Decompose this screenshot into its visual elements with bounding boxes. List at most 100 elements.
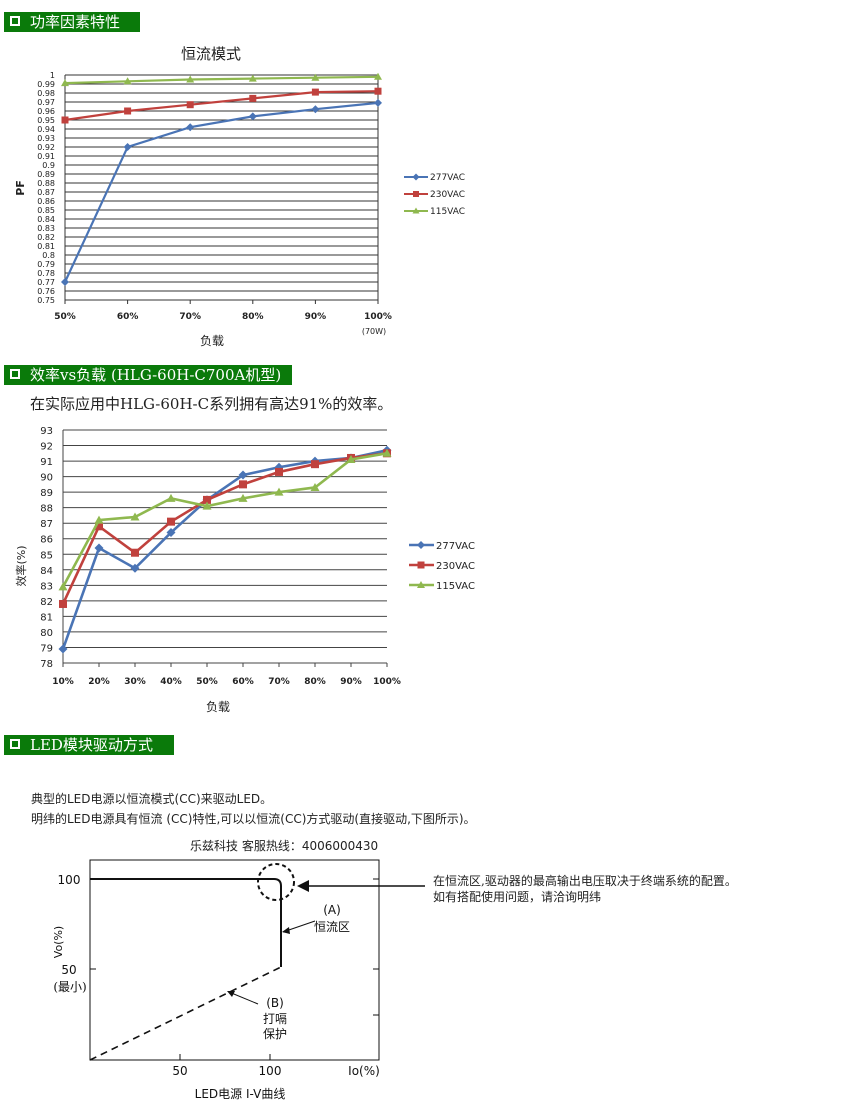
- pointer-head-icon: [227, 991, 235, 997]
- marker-triangle: [166, 493, 176, 502]
- marker-square: [239, 480, 247, 489]
- efficiency-note: 在实际应用中HLG-60H-C系列拥有高达91%的效率。: [30, 395, 393, 413]
- y-tick-label: 78: [40, 659, 53, 670]
- label-b: (B): [266, 996, 284, 1010]
- x-axis-label: 负载: [200, 334, 224, 348]
- y-tick-label: 0.82: [37, 233, 55, 242]
- marker-triangle: [382, 448, 392, 457]
- x-tick-label: 80%: [304, 677, 326, 687]
- x-tick-label: 40%: [160, 677, 182, 687]
- marker-diamond: [417, 541, 425, 549]
- marker-square: [249, 94, 257, 102]
- marker-diamond: [412, 173, 420, 181]
- series-line: [64, 90, 379, 122]
- y-tick-label: 88: [40, 504, 53, 515]
- y-tick-label: 92: [40, 442, 53, 453]
- marker-square: [131, 548, 139, 557]
- annotation-line1: 在恒流区,驱动器的最高输出电压取决于终端系统的配置。: [433, 874, 737, 888]
- y-tick-label: 0.96: [37, 107, 55, 116]
- iv-curve-hiccup: [89, 966, 282, 1061]
- hotline-text: 乐兹科技 客服热线：4006000430: [190, 839, 379, 853]
- y-tick-label: 0.79: [37, 260, 55, 269]
- marker-diamond: [123, 143, 132, 151]
- y-tick-label: 0.84: [37, 215, 55, 224]
- y-tick-label: 1: [50, 71, 55, 80]
- square-bullet-icon: [10, 369, 20, 379]
- efficiency-chart: 78 79 80 81 82 83 84 85 86 87 88 89 90 91 92 93 10% 20% 30…: [14, 426, 475, 714]
- marker-triangle: [202, 501, 212, 510]
- section-header-efficiency: 效率vs负载 (HLG-60H-C700A机型): [4, 365, 292, 385]
- marker-diamond: [374, 98, 382, 107]
- marker-square: [186, 101, 194, 109]
- legend-label: 277VAC: [430, 173, 465, 183]
- x-tick-label: 90%: [305, 312, 327, 322]
- marker-triangle: [417, 581, 425, 588]
- y-tick-label: 83: [40, 581, 53, 592]
- y-tick-label: 0.76: [37, 287, 55, 296]
- y-tick-label: 89: [40, 488, 53, 499]
- y-tick-label: 0.97: [37, 98, 55, 107]
- x-tick-label: 10%: [52, 677, 74, 687]
- marker-triangle: [412, 207, 420, 214]
- marker-triangle: [61, 79, 69, 87]
- label-b-text: 保护: [263, 1027, 287, 1041]
- x-tick-label: 100%: [373, 677, 401, 687]
- marker-square: [311, 88, 319, 96]
- y-axis-label: Vo(%): [52, 926, 65, 958]
- marker-triangle: [94, 515, 104, 524]
- marker-triangle: [311, 73, 320, 81]
- x-axis-label: 负载: [206, 700, 230, 714]
- iv-caption: LED电源 I-V曲线: [195, 1087, 286, 1101]
- marker-square: [203, 495, 211, 504]
- marker-diamond: [58, 644, 68, 654]
- y-tick-label: 0.83: [37, 224, 55, 233]
- y-tick-label: 0.98: [37, 89, 55, 98]
- series-line: [61, 448, 388, 650]
- x-tick-label: 60%: [232, 677, 254, 687]
- y-axis-label: PF: [14, 180, 27, 196]
- x-tick-label: 100: [259, 1064, 282, 1078]
- y-tick-label: 0.9: [42, 161, 55, 170]
- x-tick-label: 100%: [364, 312, 392, 322]
- marker-square: [374, 87, 382, 95]
- y-tick-label: 81: [40, 612, 53, 623]
- y-tick-label: 0.94: [37, 125, 55, 134]
- series-line: [61, 452, 388, 588]
- iv-curve-cc: [90, 878, 282, 967]
- square-bullet-icon: [10, 739, 20, 749]
- section-header-pf: 功率因素特性: [4, 12, 140, 32]
- marker-triangle: [346, 455, 356, 464]
- y-tick-label: 0.91: [37, 152, 55, 161]
- x-tick-label: 50%: [54, 312, 76, 322]
- marker-square: [413, 191, 419, 197]
- legend-label: 115VAC: [436, 581, 475, 592]
- y-tick-label: 0.77: [37, 278, 55, 287]
- y-tick-label: 50: [61, 963, 76, 977]
- y-tick-label: 0.92: [37, 143, 55, 152]
- x-tick-label: 70%: [268, 677, 290, 687]
- y-tick-label: 0.87: [37, 188, 55, 197]
- y-tick-label: 90: [40, 473, 53, 484]
- marker-triangle: [238, 493, 248, 502]
- x-tick-label: 70%: [179, 312, 201, 322]
- marker-diamond: [130, 563, 140, 573]
- marker-triangle: [248, 74, 257, 82]
- marker-square: [61, 116, 69, 124]
- marker-triangle: [310, 482, 320, 491]
- legend-label: 230VAC: [430, 190, 465, 200]
- y-tick-label: 0.88: [37, 179, 55, 188]
- legend-label: 277VAC: [436, 541, 475, 552]
- y-tick-label: 0.8: [42, 251, 55, 260]
- marker-square: [167, 517, 175, 526]
- label-a: (A): [323, 903, 341, 917]
- led-text-line2: 明纬的LED电源具有恒流 (CC)特性,可以以恒流(CC)方式驱动(直接驱动,下…: [31, 812, 476, 826]
- y-tick-label: 91: [40, 457, 53, 468]
- y-tick-label: 0.99: [37, 80, 55, 89]
- x-tick-label: 90%: [340, 677, 362, 687]
- marker-square: [275, 467, 283, 476]
- y-tick-label: 0.85: [37, 206, 55, 215]
- x-axis-label: Io(%): [348, 1064, 380, 1078]
- x-tick-label: 50: [172, 1064, 187, 1078]
- marker-diamond: [248, 112, 257, 121]
